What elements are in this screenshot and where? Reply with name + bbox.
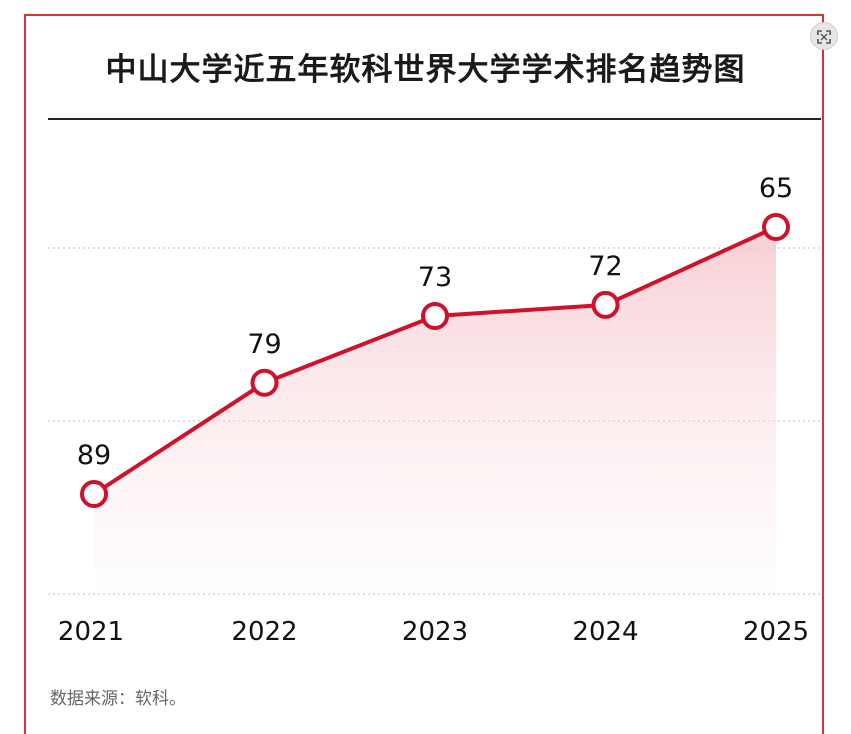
data-point (250, 368, 279, 397)
data-label: 89 (77, 440, 111, 471)
title-divider (48, 118, 821, 120)
data-label: 65 (759, 173, 793, 204)
chart-title: 中山大学近五年软科世界大学学术排名趋势图 (105, 52, 746, 88)
data-label: 72 (588, 251, 622, 282)
data-point (591, 290, 620, 319)
x-tick-label: 2023 (402, 617, 468, 647)
data-source-note: 数据来源：软科。 (50, 689, 186, 709)
data-point (421, 302, 449, 330)
x-tick-label: 2024 (572, 617, 638, 647)
data-point (80, 480, 108, 508)
data-point (762, 213, 790, 241)
x-tick-label: 2025 (743, 617, 809, 647)
x-tick-label: 2022 (231, 617, 297, 647)
expand-icon (817, 29, 831, 44)
data-label: 79 (247, 329, 281, 360)
x-tick-label: 2021 (58, 617, 124, 647)
data-label: 73 (418, 262, 452, 293)
expand-button[interactable] (810, 22, 838, 50)
